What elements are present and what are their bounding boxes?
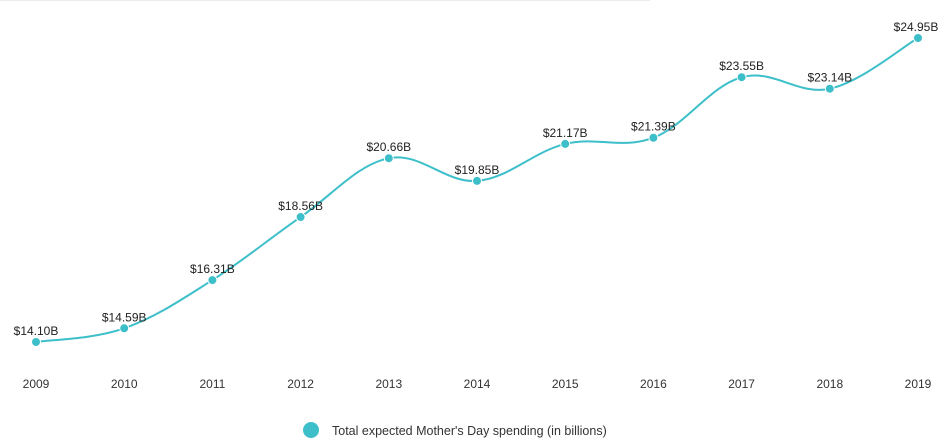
- data-point-2017[interactable]: [736, 72, 747, 83]
- data-point-2013[interactable]: [383, 153, 394, 164]
- x-tick-2016: 2016: [640, 377, 667, 391]
- data-label-2014: $19.85B: [455, 163, 500, 177]
- data-point-2014[interactable]: [472, 175, 482, 186]
- data-label-2018: $23.14B: [807, 71, 852, 85]
- x-axis-tick-labels: 2009 2010 2011 2012 2013 2014 2015 2016 2017 2018…: [23, 377, 932, 391]
- data-point-2010[interactable]: [119, 323, 130, 334]
- data-point-2019[interactable]: [913, 33, 923, 43]
- x-tick-2017: 2017: [728, 377, 755, 391]
- x-tick-2019: 2019: [905, 377, 932, 391]
- data-points: [31, 33, 923, 347]
- data-label-2016: $21.39B: [631, 120, 676, 134]
- x-tick-2015: 2015: [552, 377, 579, 391]
- data-point-2011[interactable]: [207, 275, 218, 286]
- data-label-2011: $16.31B: [190, 262, 235, 276]
- legend[interactable]: Total expected Mother's Day spending (in…: [303, 422, 607, 438]
- data-label-2015: $21.17B: [543, 126, 588, 140]
- data-labels: $14.10B $14.59B $16.31B $18.56B $20.66B $19.8…: [14, 20, 939, 338]
- legend-marker[interactable]: [303, 422, 319, 438]
- x-tick-2018: 2018: [816, 377, 843, 391]
- data-label-2017: $23.55B: [719, 59, 764, 73]
- top-divider: [0, 0, 650, 1]
- data-point-2018[interactable]: [824, 83, 835, 94]
- data-point-2016[interactable]: [648, 132, 659, 143]
- data-label-2013: $20.66B: [366, 140, 411, 154]
- data-point-2009[interactable]: [31, 337, 41, 347]
- data-label-2019: $24.95B: [894, 20, 939, 34]
- x-tick-2011: 2011: [199, 377, 225, 391]
- x-tick-2009: 2009: [23, 377, 50, 391]
- series-line: [35, 37, 919, 343]
- legend-label[interactable]: Total expected Mother's Day spending (in…: [332, 424, 607, 438]
- x-tick-2013: 2013: [375, 377, 402, 391]
- data-label-2012: $18.56B: [278, 199, 323, 213]
- data-point-2015[interactable]: [560, 138, 571, 149]
- data-point-2012[interactable]: [295, 212, 306, 223]
- x-tick-2012: 2012: [287, 377, 314, 391]
- data-label-2009: $14.10B: [14, 324, 59, 338]
- data-label-2010: $14.59B: [102, 310, 147, 324]
- x-tick-2014: 2014: [464, 377, 491, 391]
- x-tick-2010: 2010: [111, 377, 138, 391]
